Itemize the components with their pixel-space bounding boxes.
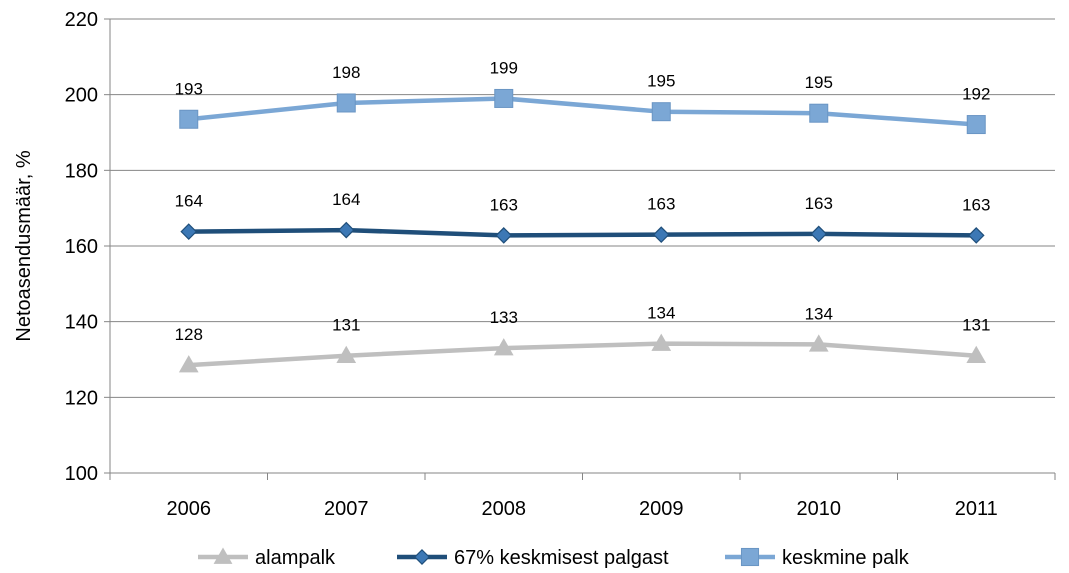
data-point [966, 345, 987, 363]
data-label: 163 [805, 194, 833, 213]
x-tick-label: 2010 [797, 498, 842, 520]
data-point [967, 227, 985, 244]
data-point [495, 227, 513, 244]
y-tick-label: 160 [65, 236, 98, 258]
data-point [652, 226, 670, 243]
legend-label: 67% keskmisest palgast [454, 547, 669, 569]
legend-item-0: alampalk [198, 547, 336, 569]
data-point [179, 109, 199, 129]
data-label: 195 [647, 72, 675, 91]
data-point [809, 103, 829, 123]
series-2 [179, 88, 986, 135]
data-point [180, 223, 198, 240]
data-label: 164 [175, 192, 203, 211]
data-label: 199 [490, 58, 518, 77]
data-label: 163 [647, 195, 675, 214]
y-axis-title: Netoasendusmäär, % [13, 150, 35, 341]
data-point [808, 334, 829, 352]
data-point [337, 221, 355, 239]
data-label: 193 [175, 79, 203, 98]
data-labels: 128 131 133 134 134 131 164 164 163 163 163 163 193 1… [175, 58, 991, 344]
data-point [178, 355, 199, 373]
data-label: 134 [647, 304, 675, 323]
x-tick-label: 2009 [639, 498, 684, 520]
data-label: 195 [805, 73, 833, 92]
legend-label: alampalk [255, 547, 336, 569]
data-point [810, 225, 828, 243]
y-tick-label: 200 [65, 85, 98, 107]
data-point [966, 115, 986, 135]
legend: alampalk 67% keskmisest palgast keskmine p… [198, 547, 910, 569]
data-label: 164 [332, 190, 360, 209]
data-label: 163 [490, 195, 518, 214]
data-label: 131 [962, 316, 990, 335]
data-point [651, 333, 672, 351]
gridlines [110, 18, 1055, 398]
data-label: 128 [175, 325, 203, 344]
y-tick-label: 120 [65, 387, 98, 409]
series-line [188, 96, 977, 127]
legend-item-1: 67% keskmisest palgast [397, 547, 669, 569]
legend-label: keskmine palk [782, 547, 910, 569]
x-tick-label: 2011 [955, 498, 998, 520]
data-point [336, 345, 357, 363]
series-1 [180, 221, 985, 244]
x-tick-label: 2008 [482, 498, 527, 520]
data-label: 134 [805, 304, 833, 323]
legend-item-2: keskmine palk [725, 547, 910, 569]
data-label: 131 [332, 316, 360, 335]
x-tick-label: 2007 [324, 498, 369, 520]
data-label: 133 [490, 308, 518, 327]
x-tick-label: 2006 [167, 498, 212, 520]
y-tick-label: 180 [65, 160, 98, 182]
y-tick-label: 220 [65, 9, 98, 31]
data-label: 163 [962, 195, 990, 214]
series-line [188, 227, 977, 238]
series-0 [178, 333, 987, 373]
series-line [188, 341, 977, 368]
data-label: 192 [962, 85, 990, 104]
data-point [651, 102, 671, 122]
data-point [494, 88, 514, 108]
data-point [336, 93, 356, 113]
data-label: 198 [332, 63, 360, 82]
axes: 100 120 140 160 180 200 220 2006 2007 2008 2009 201… [65, 9, 1056, 520]
y-tick-label: 100 [65, 463, 98, 485]
y-tick-label: 140 [65, 312, 98, 334]
legend-marker [213, 547, 233, 564]
data-point [493, 338, 514, 356]
legend-marker [414, 549, 430, 565]
series-group [178, 88, 987, 373]
legend-marker [740, 547, 760, 567]
